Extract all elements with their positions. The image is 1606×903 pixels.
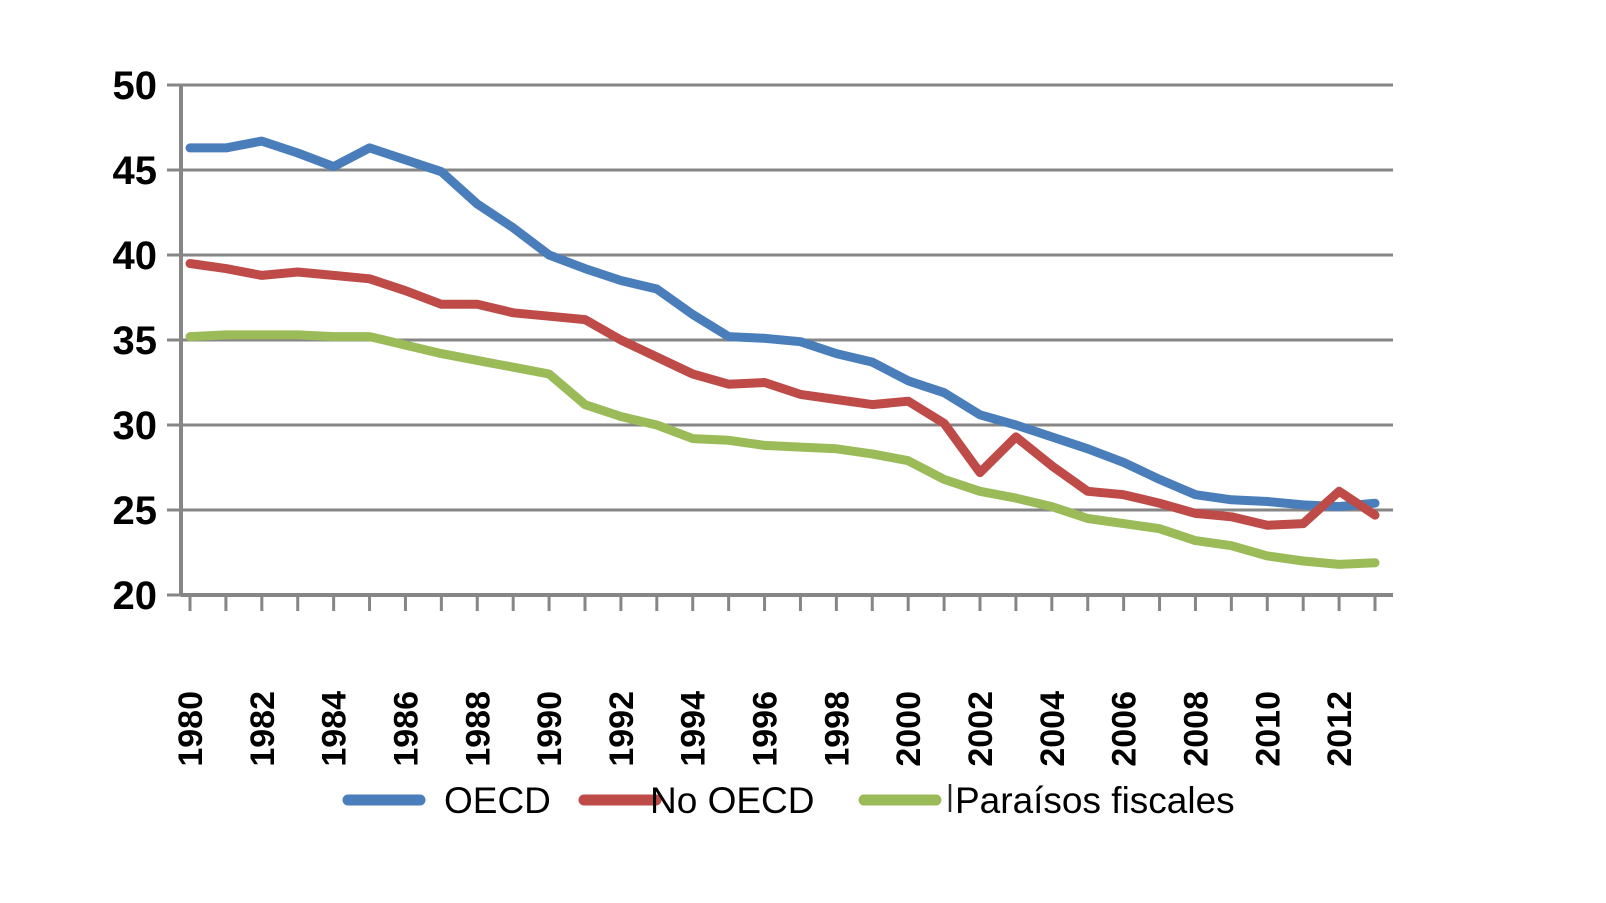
legend-label-paraísos-fiscales: Paraísos fiscales (955, 780, 1235, 821)
legend-label-oecd: OECD (444, 780, 551, 821)
x-axis-label-1984: 1984 (316, 691, 354, 767)
y-axis-label: 25 (113, 489, 158, 533)
y-axis-label: 40 (113, 234, 158, 278)
y-axis-label: 35 (113, 319, 158, 363)
x-axis-label-1982: 1982 (244, 691, 282, 767)
x-axis-label-1986: 1986 (387, 691, 425, 767)
x-axis (179, 85, 1393, 597)
y-tick-marks (167, 83, 181, 597)
data-series (185, 136, 1380, 569)
y-axis-label: 20 (113, 574, 158, 618)
x-axis-label-1998: 1998 (818, 691, 856, 767)
x-axis-label-2006: 2006 (1106, 691, 1144, 767)
x-axis-label-1994: 1994 (675, 691, 713, 767)
x-axis-label-2012: 2012 (1321, 691, 1359, 767)
y-axis-label: 30 (113, 404, 158, 448)
x-axis-label-1990: 1990 (531, 691, 569, 767)
x-tick-marks (188, 595, 1377, 611)
series-line-oecd (185, 136, 1380, 512)
x-axis-label-1996: 1996 (747, 691, 785, 767)
chart-legend: OECD No OECD Paraísos fiscales (342, 780, 1235, 821)
y-axis-label: 50 (113, 64, 158, 108)
x-axis-label-1988: 1988 (459, 691, 497, 767)
x-axis-labels: 1980 1982 1984 1986 1988 1990 1992 1994 1996 1998… (172, 691, 1359, 767)
x-axis-label-2004: 2004 (1034, 691, 1072, 767)
series-line-paraísos-fiscales (185, 330, 1380, 569)
x-axis-label-2008: 2008 (1177, 691, 1215, 767)
y-axis-labels: 50 45 40 35 30 25 20 (113, 64, 158, 618)
series-line-no-oecd (185, 259, 1380, 530)
y-axis-label: 45 (113, 149, 158, 193)
legend-label-no-oecd: No OECD (650, 780, 814, 821)
x-axis-label-2010: 2010 (1249, 691, 1287, 767)
x-axis-label-1992: 1992 (603, 691, 641, 767)
x-axis-label-2002: 2002 (962, 691, 1000, 767)
x-axis-label-1980: 1980 (172, 691, 210, 767)
x-axis-label-2000: 2000 (890, 691, 928, 767)
